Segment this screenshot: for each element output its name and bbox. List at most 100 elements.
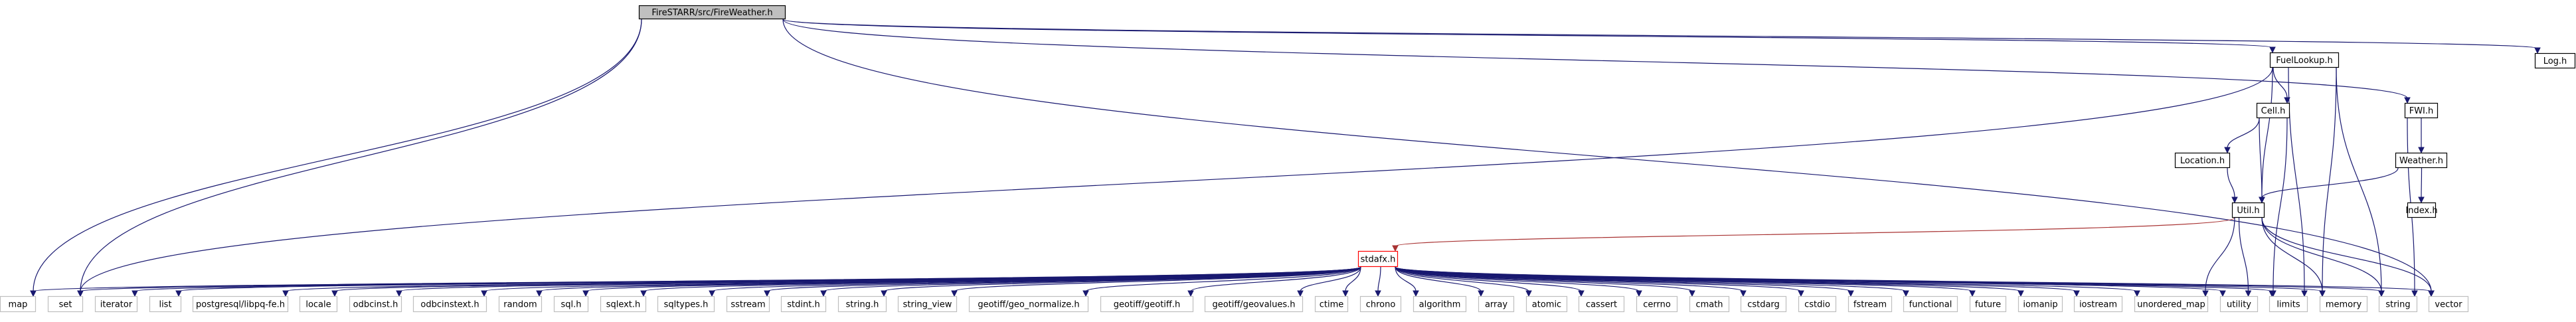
node-label-cell: Cell.h xyxy=(2261,106,2286,116)
edge-location-to-util xyxy=(2227,167,2235,199)
arrowhead-stdafx-to-ctime xyxy=(1342,290,1349,297)
node-cassert: cassert xyxy=(1578,295,1625,313)
node-box-iterator xyxy=(94,295,138,313)
node-cerrno: cerrno xyxy=(1636,295,1678,313)
arrowhead-root-to-fwi xyxy=(2404,97,2411,104)
arrowhead-stdafx-to-utility xyxy=(2219,290,2226,297)
node-limits: limits xyxy=(2269,295,2308,313)
node-box-stdint xyxy=(780,295,827,313)
node-logh[interactable]: Log.h xyxy=(2534,52,2576,69)
arrowhead-stdafx-to-sqltypes xyxy=(709,290,715,297)
node-cstdio: cstdio xyxy=(1798,295,1837,313)
node-label-cstdarg: cstdarg xyxy=(1747,300,1780,310)
node-label-limits: limits xyxy=(2276,300,2300,310)
node-box-sql xyxy=(553,295,589,313)
arrowhead-fwi-to-string xyxy=(2411,290,2418,297)
node-box-stringh xyxy=(837,295,887,313)
arrowhead-stdafx-to-list xyxy=(175,290,182,297)
arrowhead-stdafx-to-geovalues xyxy=(1297,290,1304,297)
node-label-stdafx: stdafx.h xyxy=(1361,255,1396,265)
node-box-sqltypes xyxy=(657,295,715,313)
node-index[interactable]: Index.h xyxy=(2405,202,2438,218)
node-string-view: string_view xyxy=(897,295,958,313)
node-fuellookup[interactable]: FuelLookup.h xyxy=(2269,52,2340,68)
node-memory: memory xyxy=(2319,295,2368,313)
node-label-algorithm: algorithm xyxy=(1419,300,1461,310)
node-label-cerrno: cerrno xyxy=(1643,300,1671,310)
arrowhead-fuellookup-to-cell xyxy=(2284,97,2290,104)
edge-stdafx-to-algorithm xyxy=(1395,266,1417,292)
node-box-string xyxy=(2378,295,2418,313)
arrowhead-stdafx-to-set xyxy=(77,290,84,297)
node-root[interactable]: FireSTARR/src/FireWeather.h xyxy=(638,5,786,20)
node-sql: sql.h xyxy=(553,295,589,313)
arrowhead-stdafx-to-sql xyxy=(582,290,589,297)
arrowhead-stdafx-to-iterator xyxy=(131,290,138,297)
arrowhead-stdafx-to-sstream xyxy=(764,290,770,297)
node-box-utility xyxy=(2219,295,2259,313)
node-box-stdafx xyxy=(1357,250,1399,268)
node-label-stdint: stdint.h xyxy=(787,300,819,310)
node-fwi[interactable]: FWI.h xyxy=(2404,102,2439,119)
node-label-set: set xyxy=(59,300,72,310)
node-string: string xyxy=(2378,295,2418,313)
arrowhead-weather-to-util xyxy=(2259,197,2265,204)
node-label-location: Location.h xyxy=(2180,156,2225,166)
node-label-memory: memory xyxy=(2326,300,2362,310)
node-box-map xyxy=(0,295,37,313)
arrowhead-stdafx-to-stringh xyxy=(881,290,887,297)
node-box-cstdio xyxy=(1798,295,1837,313)
node-array: array xyxy=(1478,295,1515,313)
arrowhead-stdafx-to-chrono xyxy=(1375,290,1381,297)
edge-fuellookup-to-string xyxy=(2336,67,2382,292)
node-chrono: chrono xyxy=(1359,295,1402,313)
node-box-fuellookup xyxy=(2269,52,2340,68)
node-weather[interactable]: Weather.h xyxy=(2395,152,2448,169)
node-utility: utility xyxy=(2219,295,2259,313)
node-label-iostream: iostream xyxy=(2079,300,2117,310)
node-cell[interactable]: Cell.h xyxy=(2256,102,2290,119)
arrowhead-stdafx-to-cstdarg xyxy=(1740,290,1747,297)
arrowhead-util-to-unordered_map xyxy=(2202,290,2209,297)
arrowhead-stdafx-to-memory xyxy=(2319,290,2326,297)
node-label-chrono: chrono xyxy=(1366,300,1396,310)
edge-stdafx-to-array xyxy=(1395,266,1482,292)
arrowhead-stdafx-to-map xyxy=(30,290,37,297)
edge-fuellookup-to-cell xyxy=(2273,67,2288,99)
arrowhead-stdafx-to-sqlext xyxy=(640,290,647,297)
arrowhead-stdafx-to-odbcinstext xyxy=(481,290,487,297)
node-locale: locale xyxy=(299,295,338,313)
node-ctime: ctime xyxy=(1314,295,1349,313)
arrowhead-util-to-utility xyxy=(2245,290,2252,297)
arrowhead-stdafx-to-random xyxy=(536,290,543,297)
edge-stdafx-to-geovalues xyxy=(1300,266,1361,292)
arrowhead-stdafx-to-string_view xyxy=(951,290,958,297)
node-label-stringh: string.h xyxy=(846,300,879,310)
node-box-index xyxy=(2407,202,2437,218)
node-box-odbcinstext xyxy=(412,295,487,313)
arrowhead-stdafx-to-array xyxy=(1478,290,1484,297)
node-box-root xyxy=(638,5,786,20)
edge-stdafx-to-chrono xyxy=(1377,266,1381,292)
node-box-fwi xyxy=(2404,102,2439,119)
arrowhead-stdafx-to-future xyxy=(1969,290,1976,297)
node-iostream: iostream xyxy=(2073,295,2123,313)
edge-stdafx-to-geotiffh xyxy=(1190,266,1361,292)
node-cstdarg: cstdarg xyxy=(1740,295,1787,313)
node-box-libpq xyxy=(192,295,289,313)
node-label-list: list xyxy=(159,300,171,310)
node-location[interactable]: Location.h xyxy=(2174,152,2231,169)
node-label-unordered-map: unordered_map xyxy=(2137,300,2205,310)
arrowhead-stdafx-to-fstream xyxy=(1847,290,1854,297)
arrowhead-stdafx-to-vector xyxy=(2428,290,2435,297)
node-stringh: string.h xyxy=(837,295,887,313)
edge-root-to-set xyxy=(80,19,642,292)
node-box-list xyxy=(149,295,182,313)
node-box-random xyxy=(498,295,543,313)
node-box-locale xyxy=(299,295,338,313)
node-util[interactable]: Util.h xyxy=(2231,202,2265,218)
edge-stdafx-to-cmath xyxy=(1395,266,1693,292)
node-stdafx[interactable]: stdafx.h xyxy=(1357,250,1399,268)
node-layer: FireSTARR/src/FireWeather.h Log.h FuelLook… xyxy=(0,5,2576,313)
